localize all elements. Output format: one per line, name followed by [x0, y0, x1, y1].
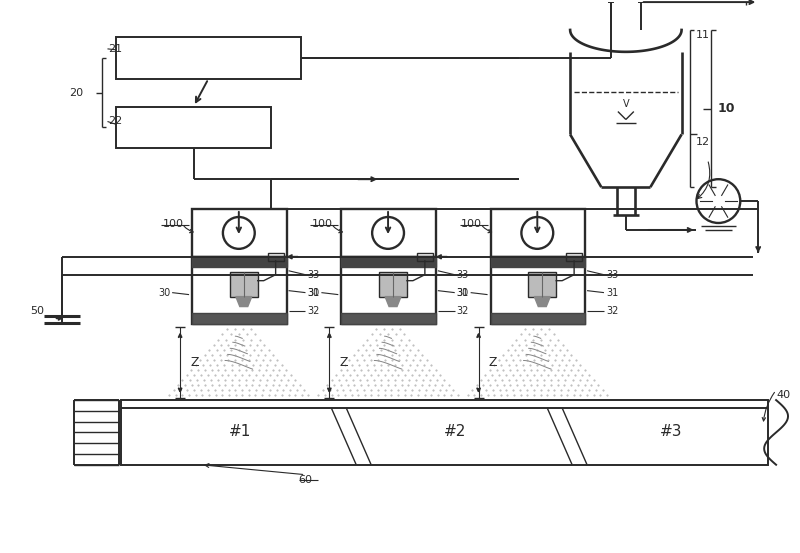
Polygon shape	[534, 296, 550, 306]
Text: 32: 32	[307, 305, 320, 316]
Text: 30: 30	[158, 288, 170, 298]
Bar	[268, 253, 283, 261]
Polygon shape	[236, 296, 252, 306]
Text: 33: 33	[457, 270, 469, 280]
Text: 100: 100	[461, 219, 482, 229]
Polygon shape	[385, 296, 401, 306]
Bar	[342, 257, 436, 325]
Text: 21: 21	[109, 44, 122, 54]
Text: 31: 31	[606, 288, 618, 298]
Text: Z: Z	[489, 356, 497, 369]
Bar	[192, 312, 286, 325]
Bar	[490, 209, 585, 257]
Bar	[122, 400, 768, 465]
Text: #1: #1	[229, 424, 251, 440]
Text: 11: 11	[695, 30, 710, 40]
Text: 20: 20	[70, 87, 84, 98]
Text: 10: 10	[718, 102, 735, 115]
Text: 32: 32	[457, 305, 469, 316]
Text: 31: 31	[457, 288, 469, 298]
Bar	[342, 312, 436, 325]
Text: 33: 33	[606, 270, 618, 280]
Bar	[490, 312, 585, 325]
Text: 12: 12	[695, 137, 710, 148]
Text: 31: 31	[307, 288, 320, 298]
Bar	[230, 272, 258, 296]
Bar	[192, 257, 286, 267]
Bar	[379, 272, 407, 296]
Bar	[566, 253, 582, 261]
Bar	[342, 209, 436, 257]
Text: 100: 100	[312, 219, 333, 229]
Text: #3: #3	[660, 424, 682, 440]
Text: Z: Z	[190, 356, 198, 369]
Bar	[490, 257, 585, 267]
Bar	[528, 272, 556, 296]
Text: 50: 50	[30, 305, 44, 316]
Text: 22: 22	[109, 117, 122, 127]
Bar	[490, 257, 585, 325]
Text: 40: 40	[776, 390, 790, 400]
Bar	[342, 257, 436, 267]
Text: 30: 30	[457, 288, 469, 298]
Text: 100: 100	[162, 219, 184, 229]
Bar	[117, 107, 270, 148]
Text: 30: 30	[307, 288, 319, 298]
Text: V: V	[622, 98, 629, 108]
Bar	[117, 37, 301, 79]
Text: Z: Z	[339, 356, 348, 369]
Bar	[192, 257, 286, 325]
Text: #2: #2	[444, 424, 466, 440]
Text: 32: 32	[606, 305, 618, 316]
Text: 33: 33	[307, 270, 320, 280]
Bar	[192, 209, 286, 257]
Bar	[417, 253, 433, 261]
Text: 60: 60	[298, 474, 313, 484]
